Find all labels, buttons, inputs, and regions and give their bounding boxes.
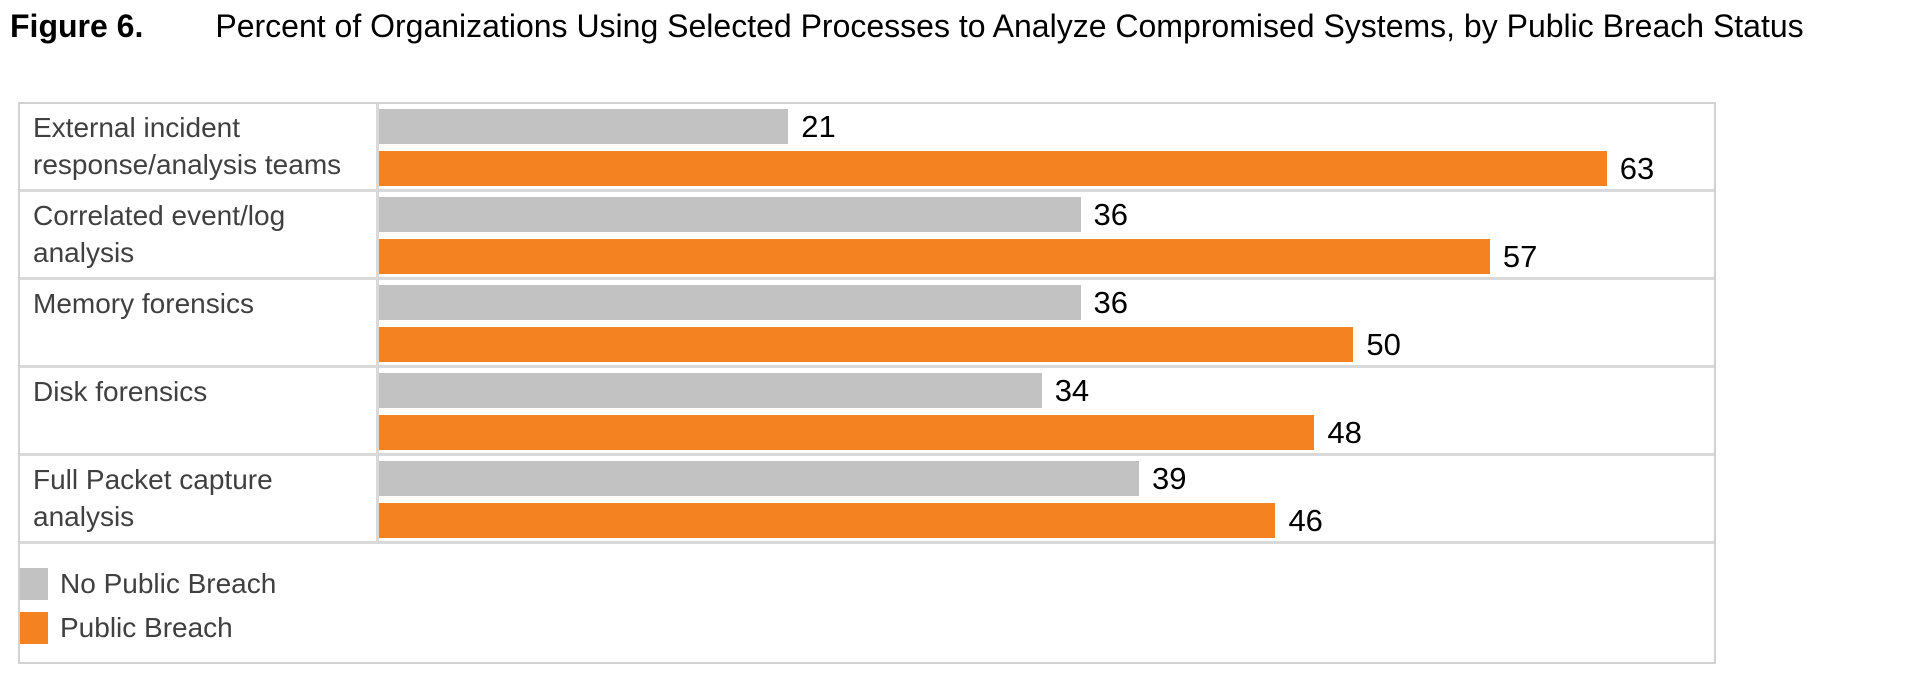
bar-line-public-breach: 63 [379, 151, 1714, 186]
bar-line-no-public-breach: 36 [379, 197, 1714, 232]
bar-line-no-public-breach: 34 [379, 373, 1714, 408]
bar-public-breach [379, 415, 1315, 450]
bar-no-public-breach [379, 285, 1081, 320]
chart-rows: External incident response/analysis team… [20, 104, 1714, 544]
bar-line-no-public-breach: 36 [379, 285, 1714, 320]
bar-value-label: 36 [1093, 284, 1129, 320]
category-bars: 21 63 [379, 104, 1714, 189]
category-label: Correlated event/log analysis [20, 192, 379, 277]
chart-row: Full Packet capture analysis 39 46 [20, 456, 1714, 544]
category-label: Full Packet capture analysis [20, 456, 379, 541]
bar-value-label: 46 [1288, 502, 1323, 538]
bar-line-no-public-breach: 21 [379, 109, 1714, 144]
category-label: External incident response/analysis team… [20, 104, 379, 189]
bar-line-public-breach: 48 [379, 415, 1714, 450]
bar-line-public-breach: 50 [379, 327, 1714, 362]
bar-value-label: 21 [801, 108, 836, 144]
category-bars: 36 57 [379, 192, 1714, 277]
chart-row: Disk forensics 34 48 [20, 368, 1714, 456]
bar-value-label: 39 [1152, 460, 1187, 496]
bar-value-label: 36 [1093, 196, 1129, 232]
category-bars: 34 48 [379, 368, 1714, 453]
category-bars: 39 46 [379, 456, 1714, 541]
legend-swatch-public-breach [20, 612, 48, 644]
bar-public-breach [379, 327, 1354, 362]
legend-label: No Public Breach [60, 568, 277, 599]
chart-row: Correlated event/log analysis 36 57 [20, 192, 1714, 280]
bar-value-label: 63 [1619, 150, 1655, 186]
bar-public-breach [379, 239, 1490, 274]
legend-swatch-no-public-breach [20, 568, 48, 600]
category-bars: 36 50 [379, 280, 1714, 365]
bar-value-label: 57 [1502, 238, 1538, 274]
bar-line-no-public-breach: 39 [379, 461, 1714, 496]
bar-value-label: 34 [1054, 372, 1090, 408]
legend-item-no-public-breach: No Public Breach [20, 568, 1714, 600]
bar-chart: External incident response/analysis team… [18, 102, 1716, 664]
category-label: Disk forensics [20, 368, 379, 453]
category-label: Memory forensics [20, 280, 379, 365]
bar-no-public-breach [379, 461, 1139, 496]
bar-no-public-breach [379, 109, 789, 144]
bar-no-public-breach [379, 197, 1081, 232]
chart-row: External incident response/analysis team… [20, 104, 1714, 192]
bar-public-breach [379, 151, 1607, 186]
legend-item-public-breach: Public Breach [20, 612, 1714, 644]
bar-value-label: 48 [1327, 414, 1362, 450]
chart-row: Memory forensics 36 50 [20, 280, 1714, 368]
legend-label: Public Breach [60, 612, 233, 643]
chart-legend: No Public Breach Public Breach [20, 544, 1714, 644]
figure-header: Figure 6. Percent of Organizations Using… [10, 8, 1804, 45]
bar-line-public-breach: 57 [379, 239, 1714, 274]
figure-title: Percent of Organizations Using Selected … [215, 8, 1804, 44]
bar-public-breach [379, 503, 1276, 538]
bar-no-public-breach [379, 373, 1042, 408]
bar-line-public-breach: 46 [379, 503, 1714, 538]
figure-number-label: Figure 6. [10, 8, 144, 44]
bar-value-label: 50 [1366, 326, 1401, 362]
